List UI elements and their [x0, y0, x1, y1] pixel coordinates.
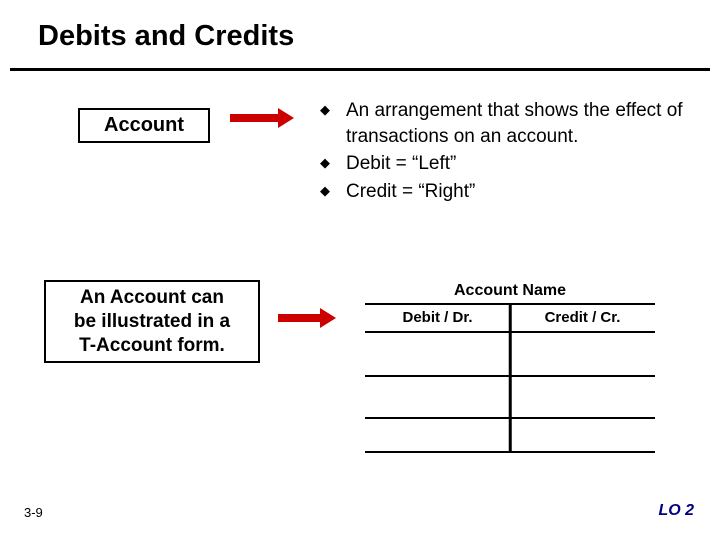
- t-account-box-line3: T-Account form.: [79, 335, 225, 356]
- t-account-box-line1: An Account can: [80, 287, 224, 308]
- t-account-left-label: Debit / Dr.: [365, 309, 510, 326]
- t-account-box-line2: be illustrated in a: [74, 311, 230, 332]
- t-account-right-label: Credit / Cr.: [510, 309, 655, 326]
- account-box: Account: [78, 108, 210, 143]
- t-account-row-2: [365, 375, 655, 377]
- slide-title: Debits and Credits: [38, 20, 294, 53]
- footer-page-number: 3-9: [24, 505, 43, 520]
- arrow-1-shaft: [230, 114, 278, 122]
- arrow-2-head: [320, 308, 336, 328]
- slide: Debits and Credits Account An arrangemen…: [0, 0, 720, 540]
- t-account-grid: Debit / Dr. Credit / Cr.: [365, 305, 655, 451]
- bullet-list: An arrangement that shows the effect of …: [320, 98, 690, 207]
- bullet-2: Debit = “Left”: [320, 151, 690, 177]
- bullet-3: Credit = “Right”: [320, 179, 690, 205]
- t-account-row-3: [365, 417, 655, 419]
- t-account-vline: [509, 305, 512, 451]
- title-rule: [10, 68, 710, 71]
- t-account-diagram: Account Name Debit / Dr. Credit / Cr.: [365, 282, 655, 451]
- arrow-1-head: [278, 108, 294, 128]
- t-account-box: An Account can be illustrated in a T-Acc…: [44, 280, 260, 363]
- t-account-name: Account Name: [365, 282, 655, 300]
- t-account-labels: Debit / Dr. Credit / Cr.: [365, 309, 655, 326]
- bullet-1: An arrangement that shows the effect of …: [320, 98, 690, 149]
- footer-lo: LO 2: [658, 502, 694, 520]
- account-box-label: Account: [104, 114, 184, 136]
- t-account-row-4: [365, 451, 655, 453]
- t-account-row-1: [365, 331, 655, 333]
- arrow-2-shaft: [278, 314, 320, 322]
